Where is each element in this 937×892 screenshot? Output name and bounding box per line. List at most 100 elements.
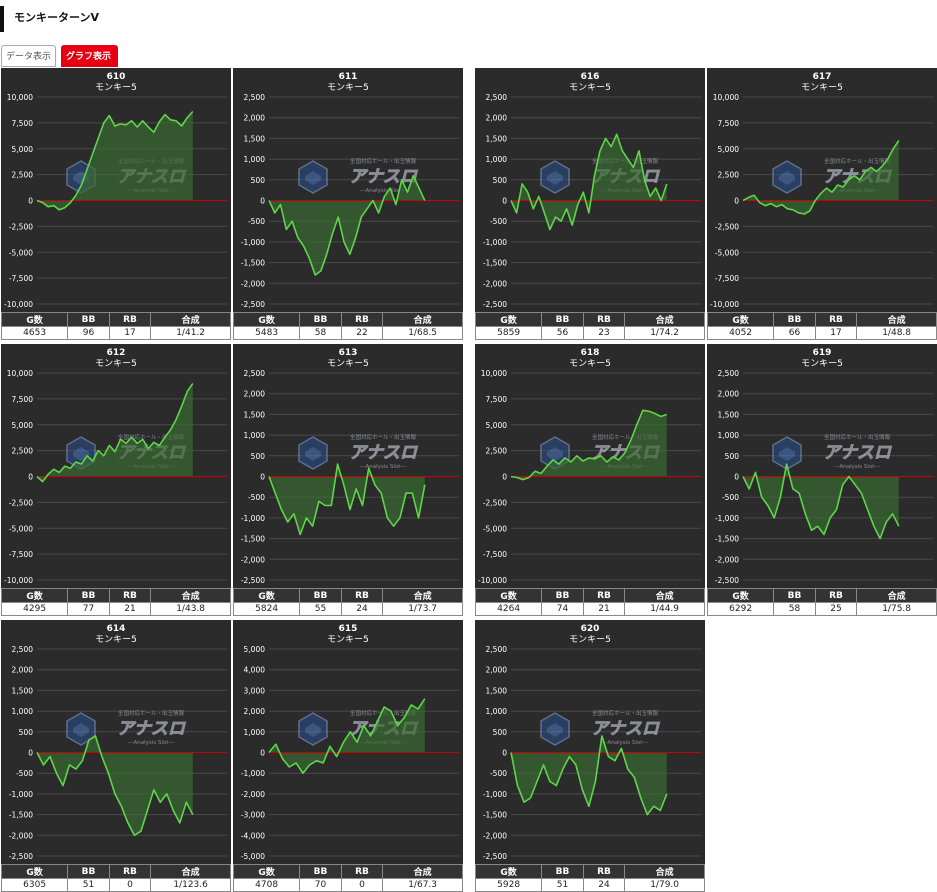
bb-count: 66 (773, 326, 816, 340)
combined-ratio: 1/41.2 (150, 326, 231, 340)
machine-card-5[interactable]: 613 モンキー5 2,500 2,000 1,500 1,000 500 0 -500 -1,0… (232, 344, 463, 616)
graph-view-tab[interactable]: グラフ表示 (61, 45, 118, 67)
y-tick-label: -2,000 (241, 790, 265, 799)
machine-card-4[interactable]: 612 モンキー5 10,000 7,500 5,000 2,500 0 -2,500 -5,0… (0, 344, 231, 616)
y-tick-label: -2,000 (715, 555, 739, 564)
y-tick-label: -2,500 (715, 222, 739, 231)
y-tick-label: -1,500 (9, 811, 33, 820)
machine-card-1[interactable]: 611 モンキー5 2,500 2,000 1,500 1,000 500 0 -500 -1,0… (232, 68, 463, 340)
games-count: 6305 (0, 878, 69, 892)
y-tick-label: 0 (502, 197, 507, 206)
machine-name: モンキー5 (327, 359, 369, 369)
y-tick-label: 3,000 (244, 686, 266, 695)
slump-line (510, 133, 668, 231)
y-tick-label: -1,000 (241, 238, 265, 247)
y-tick-label: 2,500 (718, 369, 740, 378)
y-tick-label: 4,000 (244, 666, 266, 675)
machine-number: 612 (107, 348, 126, 358)
combined-ratio: 1/79.0 (624, 878, 705, 892)
slump-area (37, 735, 193, 836)
watermark-top: 全国対応ホール・出玉情報 (592, 709, 659, 717)
rb-count: 24 (340, 602, 384, 616)
stats-header: RB (582, 864, 626, 879)
machine-number: 618 (581, 348, 600, 358)
machine-card-10[interactable]: 620 モンキー5 2,500 2,000 1,500 1,000 500 0 -500 -1,0… (474, 620, 705, 892)
machine-number: 614 (107, 624, 126, 634)
machine-number: 617 (813, 72, 832, 82)
y-tick-label: -2,500 (715, 576, 739, 585)
stats-header: BB (541, 864, 584, 879)
y-tick-label: -1,500 (241, 259, 265, 268)
watermark-main: アナスロ (823, 443, 892, 463)
y-tick-label: -1,500 (483, 259, 507, 268)
y-tick-label: 2,000 (244, 390, 266, 399)
y-tick-label: 500 (725, 452, 740, 461)
stats-table: G数 BB RB 合成 5483 58 22 1/68.5 (232, 312, 463, 340)
bb-count: 55 (299, 602, 342, 616)
slump-area (743, 140, 899, 214)
y-tick-label: -2,000 (241, 555, 265, 564)
y-tick-label: -1,500 (483, 811, 507, 820)
bb-count: 51 (67, 878, 110, 892)
stats-header: 合成 (382, 312, 463, 327)
y-tick-label: 500 (19, 728, 34, 737)
y-tick-label: -500 (248, 493, 265, 502)
machine-card-8[interactable]: 614 モンキー5 2,500 2,000 1,500 1,000 500 0 -500 -1,0… (0, 620, 231, 892)
y-tick-label: 500 (493, 728, 508, 737)
data-view-tab[interactable]: データ表示 (1, 45, 56, 67)
rb-count: 24 (582, 878, 626, 892)
y-tick-label: 7,500 (12, 119, 34, 128)
y-tick-label: 1,500 (486, 134, 508, 143)
stats-header: G数 (474, 312, 543, 327)
y-tick-label: 7,500 (12, 395, 34, 404)
y-tick-label: 10,000 (481, 369, 507, 378)
y-tick-label: -5,000 (9, 248, 33, 257)
machine-name: モンキー5 (95, 83, 137, 93)
y-tick-label: 2,500 (486, 93, 508, 102)
watermark-main: アナスロ (117, 719, 186, 739)
y-tick-label: -10,000 (478, 576, 507, 585)
watermark-main: アナスロ (349, 167, 418, 187)
y-tick-label: -7,500 (9, 550, 33, 559)
combined-ratio: 1/123.6 (150, 878, 231, 892)
y-tick-label: 2,500 (12, 645, 34, 654)
y-tick-label: 2,000 (244, 114, 266, 123)
machine-card-2[interactable]: 616 モンキー5 2,500 2,000 1,500 1,000 500 0 -500 -1,0… (474, 68, 705, 340)
y-tick-label: 500 (251, 452, 266, 461)
slump-line (268, 463, 426, 536)
machine-card-6[interactable]: 618 モンキー5 10,000 7,500 5,000 2,500 0 -2,500 -5,0… (474, 344, 705, 616)
slump-area (511, 410, 667, 480)
slump-area (37, 111, 193, 210)
watermark-top: 全国対応ホール・出玉情報 (592, 433, 659, 441)
watermark-sub: ---Analysis Slot--- (834, 464, 881, 470)
stats-header: G数 (0, 864, 69, 879)
machine-card-9[interactable]: 615 モンキー5 5,000 4,000 3,000 2,000 1,000 0 -1,000… (232, 620, 463, 892)
y-tick-label: -1,000 (241, 514, 265, 523)
stats-table: G数 BB RB 合成 6305 51 0 1/123.6 (0, 864, 231, 892)
y-tick-label: -2,500 (241, 576, 265, 585)
y-tick-label: 1,500 (486, 686, 508, 695)
y-tick-label: 0 (260, 197, 265, 206)
y-tick-label: 2,500 (486, 645, 508, 654)
y-tick-label: 2,500 (244, 93, 266, 102)
machine-card-7[interactable]: 619 モンキー5 2,500 2,000 1,500 1,000 500 0 -500 -1,0… (706, 344, 937, 616)
watermark-top: 全国対応ホール・出玉情報 (350, 433, 417, 441)
y-tick-label: -500 (490, 217, 507, 226)
stats-table: G数 BB RB 合成 5928 51 24 1/79.0 (474, 864, 705, 892)
stats-header: BB (773, 588, 816, 603)
y-tick-label: 500 (251, 176, 266, 185)
bb-count: 56 (541, 326, 584, 340)
y-tick-label: 1,000 (244, 431, 266, 440)
machine-card-3[interactable]: 617 モンキー5 10,000 7,500 5,000 2,500 0 -2,500 -5,0… (706, 68, 937, 340)
stats-header: 合成 (382, 588, 463, 603)
stats-header: 合成 (856, 312, 937, 327)
machine-card-0[interactable]: 610 モンキー5 10,000 7,500 5,000 2,500 0 -2,500 -5,0… (0, 68, 231, 340)
stats-header: RB (340, 312, 384, 327)
stats-header: RB (582, 588, 626, 603)
stats-header: BB (299, 312, 342, 327)
